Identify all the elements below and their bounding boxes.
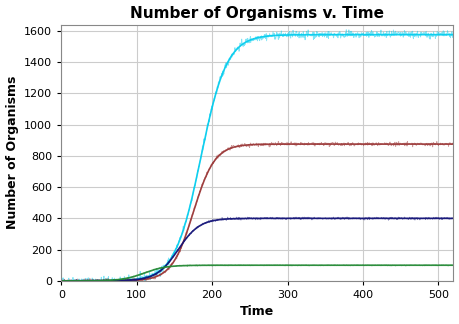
X-axis label: Time: Time bbox=[240, 306, 274, 318]
Y-axis label: Number of Organisms: Number of Organisms bbox=[6, 76, 18, 229]
Title: Number of Organisms v. Time: Number of Organisms v. Time bbox=[130, 6, 384, 20]
